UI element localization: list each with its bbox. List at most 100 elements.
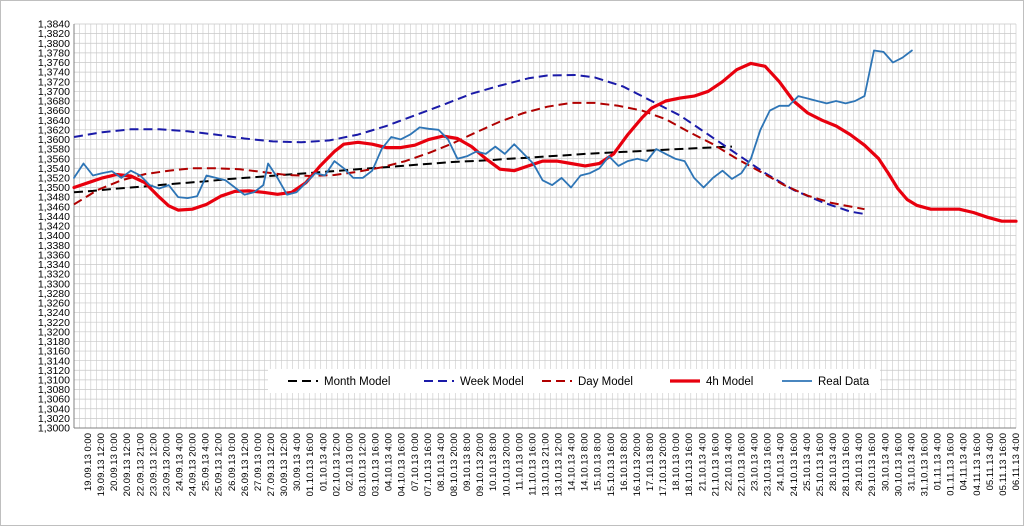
x-tick-label: 14.10.13 8:00 [580,433,591,491]
legend-entry: Real Data [818,376,870,388]
x-tick-label: 04.10.13 16:00 [397,433,408,496]
x-tick-label: 02.10.13 0:00 [344,433,355,491]
y-tick-label: 1,3040 [38,403,70,415]
y-tick-label: 1,3060 [38,394,70,406]
y-tick-label: 1,3080 [38,384,70,396]
y-tick-label: 1,3520 [38,173,70,185]
legend-entry: Week Model [460,376,524,388]
y-tick-label: 1,3200 [38,326,70,338]
x-tick-label: 02.10.13 12:00 [331,433,342,496]
series-line-week-model [73,74,865,215]
x-tick-label: 06.11.13 4:00 [1011,433,1022,490]
y-tick-label: 1,3720 [38,76,70,88]
x-tick-label: 26.09.13 0:00 [227,433,238,491]
x-tick-label: 20.09.13 12:00 [122,433,133,496]
x-tick-label: 27.09.13 12:00 [266,433,277,496]
x-tick-label: 18.10.13 16:00 [684,433,695,496]
y-tick-label: 1,3500 [38,182,70,194]
y-tick-label: 1,3660 [38,105,70,117]
x-tick-label: 23.09.13 12:00 [148,433,159,496]
x-tick-label: 10.10.13 20:00 [501,433,512,496]
x-tick-label: 28.10.13 4:00 [828,433,839,491]
y-tick-label: 1,3640 [38,115,70,127]
x-tick-label: 23.10.13 4:00 [750,433,761,491]
y-tick-label: 1,3140 [38,355,70,367]
y-tick-label: 1,3280 [38,288,70,300]
y-tick-label: 1,3380 [38,240,70,252]
x-tick-label: 16.10.13 8:00 [619,433,630,491]
x-tick-label: 25.10.13 4:00 [802,433,813,491]
y-tick-label: 1,3760 [38,57,70,69]
y-tick-label: 1,3700 [38,86,70,98]
x-tick-label: 26.09.13 12:00 [240,433,251,496]
legend-entry: 4h Model [706,376,753,388]
x-tick-label: 29.10.13 16:00 [867,433,878,496]
y-tick-label: 1,3320 [38,269,70,281]
x-tick-label: 19.09.13 12:00 [96,433,107,496]
y-tick-label: 1,3160 [38,346,70,358]
x-tick-label: 30.09.13 12:00 [279,433,290,496]
x-tick-label: 01.11.13 4:00 [933,433,944,490]
x-tick-label: 07.10.13 0:00 [410,433,421,491]
y-tick-label: 1,3300 [38,278,70,290]
x-tick-label: 25.09.13 4:00 [201,433,212,491]
y-tick-label: 1,3840 [38,19,70,31]
x-tick-label: 21.10.13 4:00 [697,433,708,491]
x-axis-ticks: 19.09.13 0:00 19.09.13 12:00 20.09.13 0:00… [83,433,1022,496]
x-tick-label: 30.10.13 16:00 [893,433,904,496]
y-tick-label: 1,3600 [38,134,70,146]
x-tick-label: 27.09.13 0:00 [253,433,264,491]
x-tick-label: 24.09.13 20:00 [188,433,199,496]
x-tick-label: 01.10.13 16:00 [305,433,316,496]
x-tick-label: 10.10.13 8:00 [488,433,499,491]
y-tick-label: 1,3560 [38,153,70,165]
y-tick-label: 1,3120 [38,365,70,377]
x-tick-label: 28.10.13 16:00 [841,433,852,496]
x-tick-label: 09.10.13 8:00 [462,433,473,491]
x-tick-label: 31.10.13 16:00 [920,433,931,496]
x-tick-label: 14.10.13 4:00 [567,433,578,491]
x-tick-label: 31.10.13 4:00 [906,433,917,491]
x-tick-label: 21.10.13 16:00 [710,433,721,496]
x-tick-label: 05.11.13 16:00 [998,433,1009,496]
series-lines [72,49,1018,223]
y-tick-label: 1,3540 [38,163,70,175]
y-tick-label: 1,3020 [38,413,70,425]
y-tick-label: 1,3400 [38,230,70,242]
x-tick-label: 13.10.13 12:00 [554,433,565,496]
legend-entry: Month Model [324,376,390,388]
y-tick-label: 1,3460 [38,201,70,213]
x-tick-label: 22.10.13 4:00 [723,433,734,491]
x-tick-label: 05.11.13 4:00 [985,433,996,490]
x-tick-label: 25.10.13 16:00 [815,433,826,496]
legend: Month Model Week Model Day Model 4h Model Re… [268,369,880,393]
x-tick-label: 23.10.13 16:00 [763,433,774,496]
y-tick-label: 1,3360 [38,249,70,261]
x-tick-label: 23.09.13 20:00 [161,433,172,496]
x-tick-label: 11.10.13 16:00 [527,433,538,496]
x-tick-label: 11.10.13 0:00 [514,433,525,490]
axes [73,24,1016,429]
x-tick-label: 07.10.13 16:00 [423,433,434,496]
x-tick-label: 18.10.13 0:00 [671,433,682,491]
legend-box [268,369,880,393]
y-tick-label: 1,3620 [38,124,70,136]
x-tick-label: 08.10.13 20:00 [449,433,460,496]
x-tick-label: 03.10.13 12:00 [357,433,368,496]
x-tick-label: 16.10.13 20:00 [632,433,643,496]
series-line-real-data [73,49,913,199]
legend-entry: Day Model [578,376,633,388]
x-tick-label: 30.10.13 4:00 [880,433,891,491]
series-line-day-model [73,101,865,211]
y-tick-label: 1,3780 [38,47,70,59]
y-tick-label: 1,3480 [38,192,70,204]
y-tick-label: 1,3340 [38,259,70,271]
y-axis-ticks: 1,30001,30201,30401,30601,30801,31001,31… [38,19,70,435]
x-tick-label: 30.09.13 4:00 [292,433,303,491]
y-tick-label: 1,3100 [38,375,70,387]
y-tick-label: 1,3000 [38,423,70,435]
y-tick-label: 1,3580 [38,144,70,156]
y-tick-label: 1,3180 [38,336,70,348]
x-tick-label: 24.10.13 4:00 [776,433,787,491]
